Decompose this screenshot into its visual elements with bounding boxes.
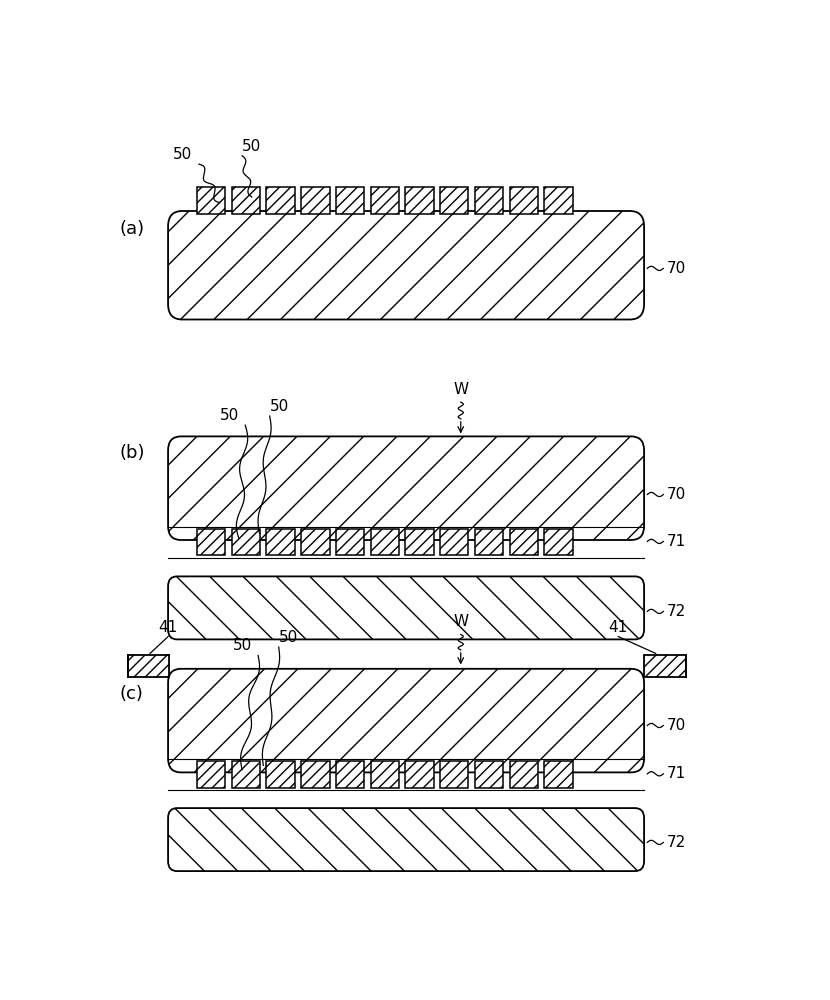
- FancyBboxPatch shape: [168, 808, 644, 871]
- FancyBboxPatch shape: [168, 669, 644, 772]
- Text: 50: 50: [279, 630, 298, 645]
- Text: 71: 71: [666, 534, 686, 549]
- Bar: [440, 761, 468, 788]
- Bar: [475, 761, 503, 788]
- Bar: [301, 187, 330, 214]
- Bar: [301, 761, 330, 788]
- Text: W: W: [453, 614, 468, 629]
- FancyBboxPatch shape: [168, 211, 644, 320]
- Bar: [232, 187, 260, 214]
- Text: 72: 72: [666, 604, 686, 619]
- Bar: [371, 761, 399, 788]
- FancyBboxPatch shape: [168, 436, 644, 540]
- Bar: [371, 529, 399, 555]
- Bar: [440, 529, 468, 555]
- Text: (a): (a): [120, 220, 145, 237]
- Bar: [405, 529, 434, 555]
- Bar: [336, 529, 364, 555]
- Bar: [510, 529, 538, 555]
- Bar: [197, 529, 225, 555]
- Bar: [644, 655, 686, 677]
- Bar: [440, 187, 468, 214]
- Text: 41: 41: [608, 619, 628, 635]
- Bar: [544, 761, 573, 788]
- Bar: [232, 761, 260, 788]
- Text: (c): (c): [120, 685, 144, 703]
- Text: 70: 70: [666, 718, 686, 733]
- Text: 50: 50: [220, 408, 239, 423]
- Text: 50: 50: [242, 139, 261, 154]
- Bar: [544, 529, 573, 555]
- Text: (b): (b): [120, 444, 145, 462]
- Text: 41: 41: [159, 619, 178, 635]
- Bar: [266, 187, 295, 214]
- Bar: [510, 187, 538, 214]
- Bar: [371, 187, 399, 214]
- Bar: [475, 529, 503, 555]
- Bar: [336, 761, 364, 788]
- Bar: [405, 761, 434, 788]
- Bar: [128, 655, 169, 677]
- Text: 70: 70: [666, 487, 686, 502]
- Text: 50: 50: [270, 399, 289, 414]
- Bar: [544, 187, 573, 214]
- Bar: [475, 187, 503, 214]
- Text: 50: 50: [232, 638, 251, 653]
- Bar: [197, 187, 225, 214]
- Text: 72: 72: [666, 835, 686, 850]
- Bar: [510, 761, 538, 788]
- Bar: [266, 529, 295, 555]
- Bar: [197, 761, 225, 788]
- Bar: [232, 529, 260, 555]
- FancyBboxPatch shape: [168, 576, 644, 639]
- Bar: [301, 529, 330, 555]
- Text: 50: 50: [173, 147, 193, 162]
- Text: 71: 71: [666, 766, 686, 781]
- Text: 70: 70: [666, 261, 686, 276]
- Bar: [405, 187, 434, 214]
- Bar: [266, 761, 295, 788]
- Text: W: W: [453, 381, 468, 396]
- Bar: [336, 187, 364, 214]
